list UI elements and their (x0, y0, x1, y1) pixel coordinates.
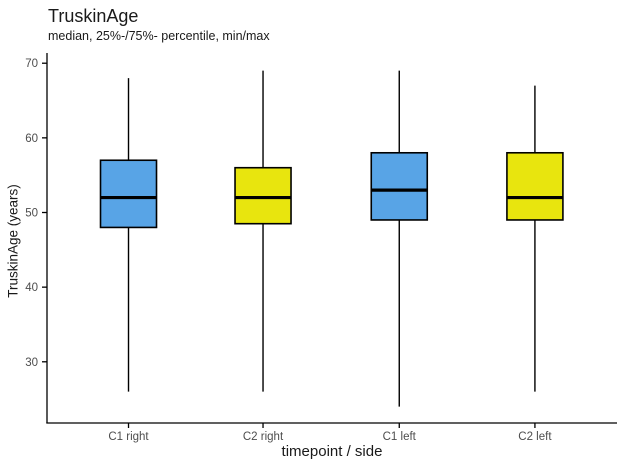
x-tick-label-c2-left: C2 left (518, 431, 552, 443)
chart-title: TruskinAge (48, 6, 139, 26)
box-rect (506, 151, 564, 221)
box-rect (370, 151, 429, 221)
box-group-c1-right (99, 78, 158, 392)
y-tick-label: 70 (25, 58, 38, 70)
x-tick-label-c1-right: C1 right (108, 431, 149, 443)
chart-subtitle: median, 25%-/75%- percentile, min/max (48, 29, 270, 43)
box-group-c1-left (370, 70, 429, 407)
y-axis-title: TruskinAge (years) (5, 184, 21, 298)
y-tick-label: 30 (25, 357, 38, 369)
box-rect (99, 159, 158, 229)
box-group-c2-left (506, 85, 564, 392)
y-tick-label: 40 (25, 282, 38, 294)
box-group-c2-right (234, 70, 292, 392)
x-tick-label-c2-right: C2 right (243, 431, 284, 443)
box-rect (234, 166, 292, 225)
y-tick-label: 60 (25, 133, 38, 145)
x-axis-title: timepoint / side (281, 443, 383, 460)
y-tick-label: 50 (25, 208, 38, 220)
x-tick-label-c1-left: C1 left (383, 431, 417, 443)
